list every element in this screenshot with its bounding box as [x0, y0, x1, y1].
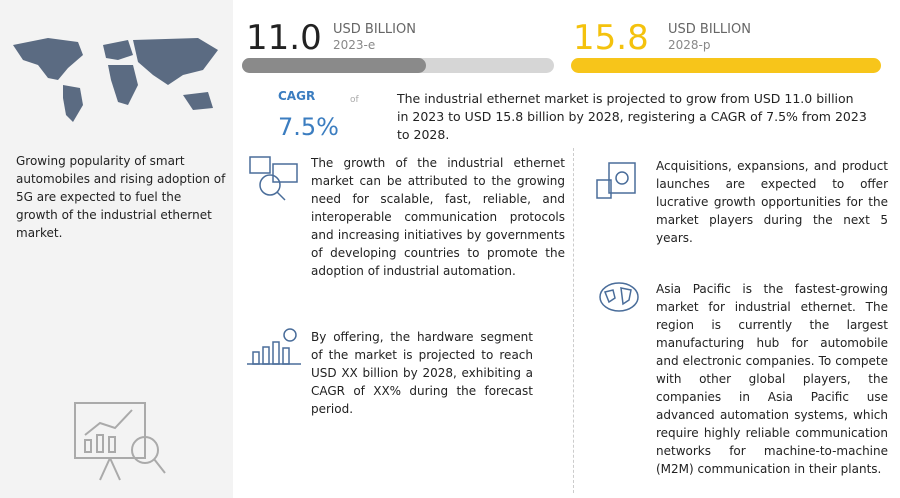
- sidebar-text: Growing popularity of smart automobiles …: [16, 154, 226, 240]
- summary: The industrial ethernet market is projec…: [397, 91, 867, 142]
- start-bar: [242, 58, 426, 73]
- hardware-icon: [247, 328, 301, 365]
- start-value: 11.0: [246, 18, 322, 58]
- end-value: 15.8: [573, 18, 649, 58]
- analytics-icon: [74, 402, 166, 481]
- insight-text: By offering, the hardware segment of the…: [311, 330, 533, 416]
- cagr-label: CAGR: [278, 89, 316, 103]
- insight-text: Asia Pacific is the fastest-growing mark…: [656, 282, 888, 476]
- end-bar: [571, 58, 881, 73]
- cagr-value: 7.5%: [278, 113, 339, 141]
- divider: [573, 148, 574, 493]
- cagr-connector: of: [350, 95, 359, 105]
- world-map: [13, 38, 218, 122]
- end-unit: USD BILLION: [668, 22, 751, 37]
- growth-icon: [249, 156, 298, 201]
- start-year: 2023-e: [333, 38, 376, 52]
- end-year: 2028-p: [668, 38, 711, 52]
- globe-icon: [599, 282, 639, 312]
- acquisition-icon: [596, 162, 636, 199]
- insight-text: The growth of the industrial ethernet ma…: [311, 156, 565, 278]
- start-unit: USD BILLION: [333, 22, 416, 37]
- insight-text: Acquisitions, expansions, and product la…: [656, 159, 888, 245]
